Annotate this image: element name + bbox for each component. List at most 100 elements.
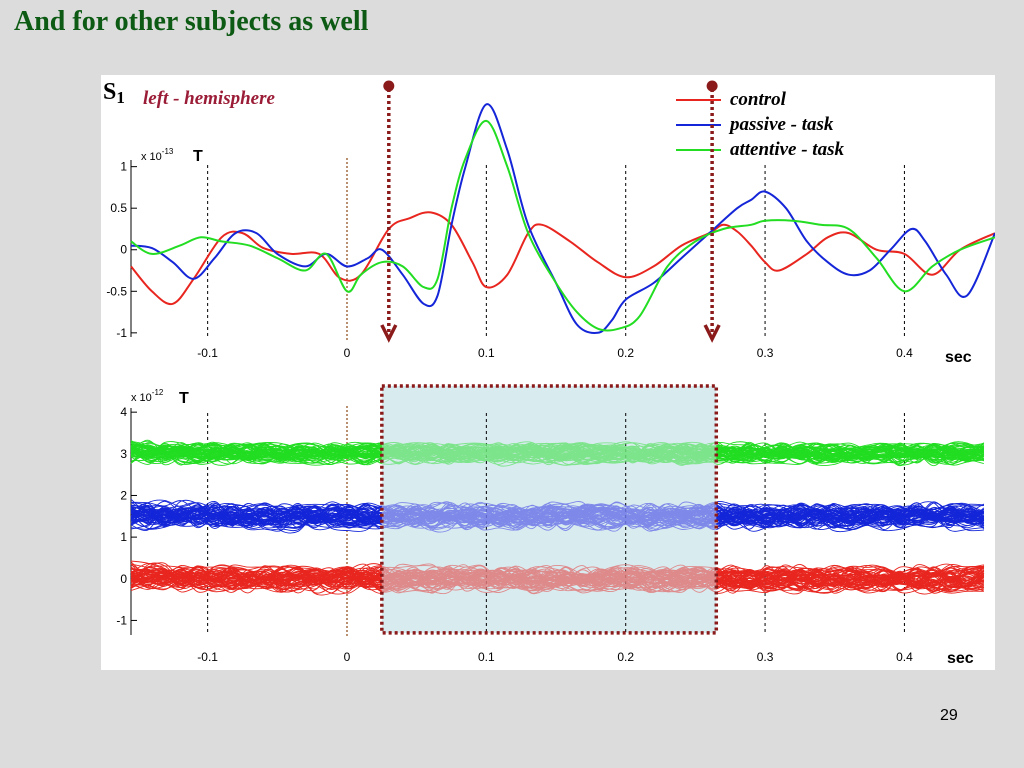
bottom-y-tick-label: 2 <box>120 488 127 502</box>
trial-line-window-control <box>381 569 717 591</box>
trial-line-window-passive-task <box>381 504 717 525</box>
trial-line-window-attentive-task <box>381 443 717 458</box>
top-y-tick-label: 1 <box>120 160 127 174</box>
window-marker-arrow-1 <box>380 324 398 343</box>
trial-line-window-attentive-task <box>381 450 717 465</box>
trial-line-window-attentive-task <box>381 448 717 463</box>
trial-line-window-control <box>381 569 717 589</box>
bottom-trials-chart: x 10-12 T sec 4 3 2 1 0 -1 -0.1 0 0.1 0.2 0.3 0.4 <box>116 384 985 667</box>
trial-line-window-control <box>381 575 717 594</box>
trial-line-window-passive-task <box>381 505 717 524</box>
top-scale-label: x 10-13 <box>141 147 174 163</box>
bottom-x-tick-label: 0.1 <box>478 650 495 664</box>
window-marker-dot-1 <box>383 80 395 92</box>
top-x-tick-label: 0.3 <box>757 346 774 360</box>
trial-line-window-control <box>381 564 717 583</box>
trial-line-window-passive-task <box>381 507 717 527</box>
legend-label-control: control <box>730 89 787 110</box>
bottom-x-axis-label: sec <box>947 650 974 667</box>
trials-window-passive-task <box>381 501 717 533</box>
trial-line-window-passive-task <box>381 501 717 521</box>
series-line-passive-task <box>130 103 995 334</box>
trial-line-window-attentive-task <box>381 446 717 462</box>
figure-panel: S1 left - hemisphere x 10-13 T sec contr… <box>101 75 995 670</box>
trial-line-window-attentive-task <box>381 442 717 458</box>
bottom-x-tick-label: 0.3 <box>757 650 774 664</box>
top-x-axis-label: sec <box>945 349 972 366</box>
trial-line-window-passive-task <box>381 513 717 532</box>
top-x-tick-label: 0.2 <box>617 346 634 360</box>
trial-line-window-attentive-task <box>381 447 717 463</box>
top-x-tick-label: 0.4 <box>896 346 913 360</box>
trial-line-window-attentive-task <box>381 448 717 463</box>
trial-line-window-passive-task <box>381 513 717 532</box>
trials-window-control <box>381 563 717 595</box>
trial-line-window-control <box>381 567 717 587</box>
bottom-y-tick-label: 3 <box>120 447 127 461</box>
trial-line-window-control <box>381 566 717 586</box>
top-y-tick-label: 0.5 <box>110 201 127 215</box>
trial-line-window-control <box>381 565 717 585</box>
trials-window-attentive-task <box>381 441 717 467</box>
page-number: 29 <box>940 707 958 724</box>
top-unit-label: T <box>193 148 203 165</box>
series-line-control <box>130 211 995 306</box>
legend-label-passive-task: passive - task <box>728 114 834 135</box>
bottom-y-tick-label: 4 <box>120 405 127 419</box>
trial-line-window-control <box>381 569 717 589</box>
trial-line-window-passive-task <box>381 510 717 530</box>
trial-line-window-passive-task <box>381 504 717 524</box>
trial-line-window-attentive-task <box>381 446 717 462</box>
trial-line-window-passive-task <box>381 503 717 524</box>
trial-line-window-control <box>381 565 717 585</box>
slide-title: And for other subjects as well <box>14 6 369 37</box>
trial-line-window-control <box>381 568 717 587</box>
trial-line-window-attentive-task <box>381 445 717 461</box>
top-x-tick-label: 0 <box>344 346 351 360</box>
trial-line-window-passive-task <box>381 504 717 523</box>
window-marker-arrow-2 <box>703 324 721 343</box>
trial-line-window-control <box>381 566 717 586</box>
trial-line-window-passive-task <box>381 508 717 525</box>
trial-line-window-passive-task <box>381 502 717 522</box>
top-x-tick-label: 0.1 <box>478 346 495 360</box>
trial-line-window-control <box>381 570 717 588</box>
trial-line-window-control <box>381 572 717 592</box>
legend: control passive - task attentive - task <box>676 89 844 160</box>
top-y-tick-label: -0.5 <box>106 284 127 298</box>
trial-line-window-passive-task <box>381 511 717 531</box>
bottom-x-tick-label: 0.2 <box>617 650 634 664</box>
trial-line-window-passive-task <box>381 502 717 523</box>
trial-line-window-control <box>381 565 717 585</box>
trial-line-window-passive-task <box>381 503 717 523</box>
bottom-y-tick-label: 1 <box>120 530 127 544</box>
trial-line-window-attentive-task <box>381 442 717 458</box>
window-marker-dot-2 <box>706 80 718 92</box>
trial-line-window-passive-task <box>381 501 717 521</box>
bottom-x-tick-label: -0.1 <box>197 650 218 664</box>
trial-line-window-attentive-task <box>381 447 717 464</box>
trial-line-window-passive-task <box>381 506 717 524</box>
trial-line-window-attentive-task <box>381 441 717 457</box>
trial-line-window-attentive-task <box>381 443 717 459</box>
trial-line-window-passive-task <box>381 508 717 527</box>
trial-line-window-control <box>381 571 717 589</box>
trial-line-window-attentive-task <box>381 451 717 466</box>
subject-label: S1 <box>103 79 125 107</box>
trial-line-window-control <box>381 572 717 590</box>
top-y-tick-label: -1 <box>116 326 127 340</box>
top-averaged-chart: S1 left - hemisphere x 10-13 T sec contr… <box>103 79 995 366</box>
bottom-y-tick-label: -1 <box>116 613 127 627</box>
trial-line-window-attentive-task <box>381 445 717 462</box>
series-line-attentive-task <box>130 119 995 332</box>
analysis-window-border <box>380 384 719 635</box>
bottom-x-tick-label: 0.4 <box>896 650 913 664</box>
trial-line-window-control <box>381 575 717 594</box>
meg-figure: S1 left - hemisphere x 10-13 T sec contr… <box>103 79 995 667</box>
trial-line-window-passive-task <box>381 512 717 529</box>
trial-line-window-attentive-task <box>381 446 717 461</box>
top-y-tick-label: 0 <box>120 243 127 257</box>
trial-line-window-attentive-task <box>381 443 717 458</box>
trial-line-window-attentive-task <box>381 445 717 462</box>
trial-line-window-control <box>381 570 717 590</box>
